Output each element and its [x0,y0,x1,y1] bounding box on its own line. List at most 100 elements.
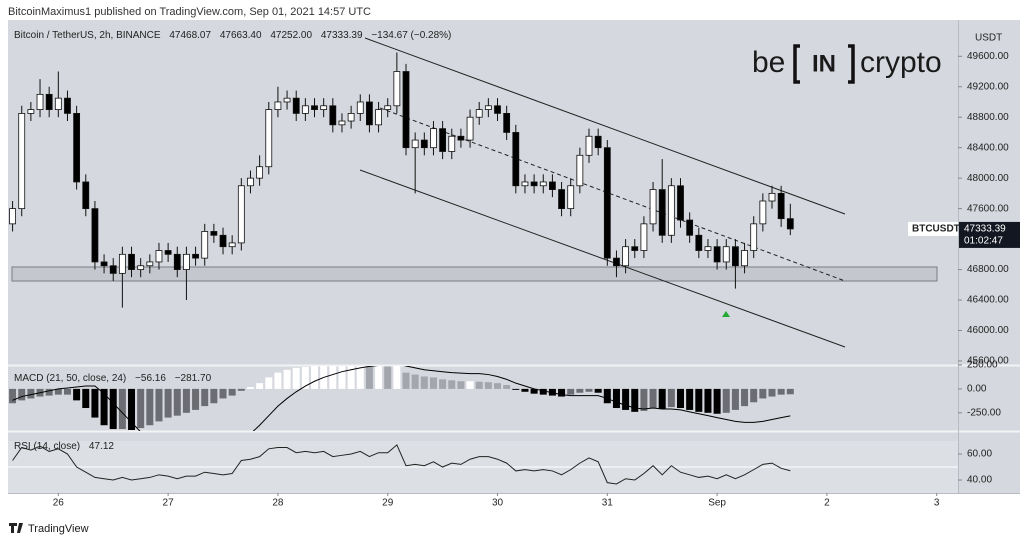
macd-title: MACD (21, 50, close, 24) [14,373,126,384]
y-tick-label: 48400.00 [967,142,1009,153]
macd-bar [695,388,703,412]
macd-bar [109,388,117,430]
macd-bar [777,388,785,395]
macd-bar [201,388,209,407]
macd-bar [18,388,26,401]
legend-high: 47663.40 [220,30,262,41]
candle-body [585,135,593,156]
candle-body [494,105,501,114]
macd-bar [768,388,776,397]
candle-body [640,223,648,251]
candle-body [338,120,346,126]
candle-body [91,208,99,263]
y-tick-label: 45600.00 [967,356,1009,367]
drawings [11,37,938,348]
candle-body [228,242,236,248]
candle-body [448,135,456,152]
macd-bar [530,388,538,394]
candle-body [649,189,657,225]
x-tick-label: 31 [602,498,614,509]
macd-line-value: −281.70 [175,373,212,384]
pane-line [8,444,958,485]
candle-body [18,113,26,210]
macd-bar [292,367,300,389]
candle-body [713,246,721,263]
macd-bar [411,374,419,389]
y-tick-label: 0.00 [967,384,987,395]
candle-body [274,101,282,110]
candle-body [622,246,630,267]
candle-body [466,116,474,141]
candle-body [594,135,602,149]
macd-bar [384,366,392,389]
logo-bracket [793,44,800,84]
candle-body [164,250,172,255]
macd-bar [429,377,437,389]
candle-body [73,113,81,183]
macd-bar [210,388,218,404]
candle-body [210,231,218,236]
macd-bar [228,388,236,396]
macd-bar [448,380,456,389]
macd-bar [594,388,602,393]
candle-body [677,185,684,221]
candle-body [64,97,71,114]
candle-body [118,253,126,274]
macd-bar [283,369,291,389]
candle-body [45,93,53,110]
legend-title: Bitcoin / TetherUS, 2h, BINANCE [14,30,161,41]
candle-body [722,246,730,263]
macd-bar [658,388,666,409]
candle-body [759,200,767,225]
symbol-box [908,221,958,236]
x-tick-label: 3 [934,498,940,509]
candle-body [411,139,419,149]
candle-body [173,253,181,270]
candle-body [667,185,675,236]
rsi-title: RSI (14, close) [14,441,80,452]
macd-bar [27,388,35,399]
candle-body [375,109,382,126]
candle-body [219,234,227,248]
y-tick-label: 46800.00 [967,264,1009,275]
macd-bar [356,366,364,389]
channel-mid [379,107,846,282]
macd-bar [585,388,593,392]
macd-bar [137,388,145,429]
macd-bar [45,388,53,396]
candle-body [192,253,199,259]
candle-body [786,218,794,230]
rsi-line [12,444,791,485]
macd-bar [73,388,81,401]
macd-bar [631,388,639,412]
macd-bar [256,383,264,389]
candle-body [347,113,355,122]
candle-body [576,154,584,187]
candle-body [530,181,538,187]
macd-bar [128,388,136,430]
macd-bar [164,388,172,418]
candle-body [82,181,90,210]
x-tick-label: Sep [708,498,726,509]
macd-bar [713,388,721,414]
candle-body [356,101,364,114]
candle-body [393,71,401,107]
y-tick-label: 48800.00 [967,112,1009,123]
macd-bar [9,388,17,404]
plot-layer: 26 27 28 29 30 31 Sep 2 3 45600.00 46000.00 46400.0… [8,51,1020,509]
y-tick-label: 46400.00 [967,295,1009,306]
candle-body [137,265,145,270]
candle-body [777,192,785,220]
macd-bar [439,379,447,389]
macd-bar [182,388,190,413]
legend-low: 47252.00 [270,30,312,41]
macd-bar [155,388,163,422]
candle-body [329,105,337,126]
logo-middle: IN [812,50,836,77]
candle-body [567,185,575,210]
candle-body [420,139,428,149]
macd-bar [521,388,529,392]
macd-bar [494,383,502,389]
candle-body [503,113,511,133]
countdown: 01:02:47 [964,236,1003,247]
